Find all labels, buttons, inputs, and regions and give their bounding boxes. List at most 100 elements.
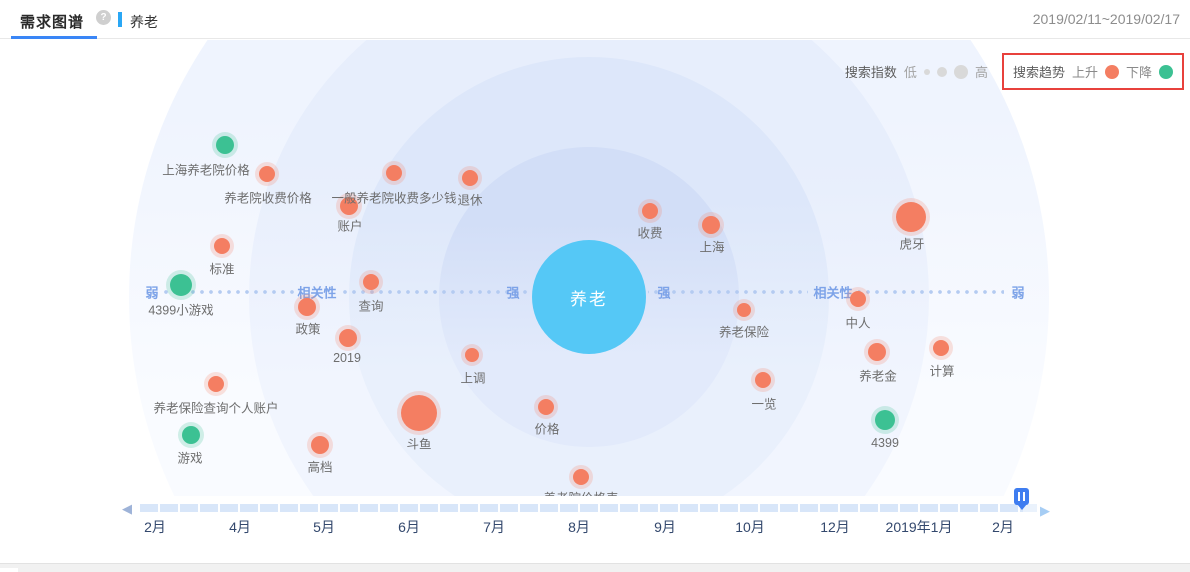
bottom-left-notch: [0, 568, 18, 572]
keyword-bubble[interactable]: [933, 340, 949, 356]
high-label: 高: [974, 65, 988, 80]
timeline-month-label: 4月: [229, 519, 251, 535]
keyword-label: 养老保险查询个人账户: [153, 401, 279, 416]
trend-down-label: 下降: [1125, 65, 1152, 80]
keyword-label: 高档: [307, 460, 333, 475]
timeline-month-label: 2019年1月: [885, 519, 953, 535]
keyword-label: 一般养老院收费多少钱: [331, 191, 457, 206]
keyword-bubble[interactable]: [538, 399, 554, 415]
relevance-axis-dots: [340, 289, 530, 295]
keyword-label: 上海: [699, 240, 725, 255]
keyword-bubble[interactable]: [339, 329, 357, 347]
keyword-bubble[interactable]: [182, 426, 200, 444]
keyword-tab[interactable]: 养老: [130, 14, 158, 30]
timeline-slider: ◀ ▶ 2月 4月 5月 6月 7月 8月 9月 10月 12月 2019年1月 2月: [0, 484, 1190, 540]
keyword-bubble[interactable]: [896, 202, 926, 232]
help-icon[interactable]: ?: [96, 10, 111, 25]
keyword-bubble[interactable]: [259, 166, 275, 182]
keyword-bubble[interactable]: [737, 303, 751, 317]
search-index-legend: 搜索指数 低 高: [845, 62, 988, 81]
keyword-bubble[interactable]: [755, 372, 771, 388]
date-range: 2019/02/11~2019/02/17: [1032, 11, 1180, 27]
trend-down-dot-icon: [1159, 64, 1173, 79]
keyword-label: 计算: [929, 364, 955, 379]
keyword-label: 上调: [460, 371, 486, 386]
timeline-handle[interactable]: [1014, 488, 1029, 510]
keyword-label: 斗鱼: [406, 437, 432, 452]
legend-row: 搜索指数 低 高 搜索趋势 上升 下降: [845, 53, 1184, 90]
keyword-bubble[interactable]: [401, 395, 437, 431]
keyword-tab-marker: [118, 12, 122, 27]
demand-bubble-chart: 养老 弱 相关性 强 强 相关性 弱 上海养老院价格 养老院收费价格 一般养老院收费多少钱 退休账…: [0, 40, 1190, 496]
keyword-label: 虎牙: [899, 237, 925, 252]
timeline-handle-tail: [1016, 504, 1027, 510]
keyword-label: 价格: [534, 422, 560, 437]
timeline-track-remainder: [1023, 504, 1037, 512]
timeline-track[interactable]: [140, 504, 1037, 512]
keyword-label: 上海养老院价格: [162, 163, 250, 178]
size-dot-medium-icon: [936, 66, 947, 77]
keyword-label: 养老金: [859, 369, 897, 384]
keyword-label: 中人: [845, 316, 871, 331]
keyword-label: 一览: [751, 397, 777, 412]
size-dot-large-icon: [953, 64, 968, 79]
timeline-month-label: 6月: [398, 519, 420, 535]
keyword-bubble[interactable]: [702, 216, 720, 234]
timeline-month-label: 9月: [654, 519, 676, 535]
keyword-label: 4399: [871, 436, 899, 450]
center-keyword-bubble: 养老: [532, 240, 646, 354]
timeline-next-icon[interactable]: ▶: [1040, 503, 1050, 518]
keyword-bubble[interactable]: [465, 348, 479, 362]
active-tab-underline: [11, 36, 97, 39]
keyword-label: 退休: [457, 193, 483, 208]
timeline-prev-icon[interactable]: ◀: [122, 501, 132, 516]
keyword-bubble[interactable]: [208, 376, 224, 392]
timeline-month-label: 8月: [568, 519, 590, 535]
keyword-bubble[interactable]: [868, 343, 886, 361]
keyword-bubble[interactable]: [216, 136, 234, 154]
keyword-bubble[interactable]: [462, 170, 478, 186]
keyword-bubble[interactable]: [573, 469, 589, 485]
keyword-bubble[interactable]: [170, 274, 192, 296]
keyword-bubble[interactable]: [875, 410, 895, 430]
relevance-axis-label: 弱: [1011, 285, 1025, 301]
keyword-bubble[interactable]: [311, 436, 329, 454]
trend-up-label: 上升: [1071, 65, 1098, 80]
relevance-axis-dots: [160, 289, 298, 295]
relevance-axis-dots: [858, 289, 1004, 295]
timeline-month-label: 2月: [144, 519, 166, 535]
keyword-bubble[interactable]: [363, 274, 379, 290]
keyword-label: 养老院价格表: [543, 488, 618, 497]
keyword-label: 游戏: [177, 451, 203, 466]
timeline-month-label: 10月: [735, 519, 765, 535]
keyword-label: 政策: [295, 322, 321, 337]
keyword-bubble[interactable]: [298, 298, 316, 316]
keyword-bubble[interactable]: [642, 203, 658, 219]
relevance-axis-label: 弱: [145, 285, 159, 301]
relevance-axis-label: 强: [506, 285, 520, 301]
trend-up-dot-icon: [1104, 64, 1119, 79]
keyword-label: 查询: [358, 299, 384, 314]
keyword-label: 养老保险: [718, 325, 770, 340]
keyword-bubble[interactable]: [340, 197, 358, 215]
search-index-label: 搜索指数: [844, 65, 897, 80]
relevance-axis-label: 相关性: [297, 285, 337, 301]
relevance-axis-label: 相关性: [813, 285, 853, 301]
keyword-label: 4399小游戏: [148, 303, 214, 318]
page-title: 需求图谱: [20, 14, 85, 31]
keyword-label: 账户: [337, 219, 363, 234]
keyword-label: 标准: [209, 262, 235, 277]
relevance-axis-dots: [648, 289, 808, 295]
keyword-bubble[interactable]: [386, 165, 402, 181]
low-label: 低: [903, 65, 917, 80]
relevance-axis-label: 强: [657, 285, 671, 301]
timeline-month-label: 7月: [483, 519, 505, 535]
search-trend-legend-annotated: 搜索趋势 上升 下降: [1001, 53, 1184, 90]
search-trend-label: 搜索趋势: [1012, 65, 1065, 80]
center-keyword-label: 养老: [570, 289, 608, 309]
keyword-bubble[interactable]: [850, 291, 866, 307]
header-bar: 需求图谱 ? 养老 2019/02/11~2019/02/17: [0, 0, 1190, 39]
keyword-bubble[interactable]: [214, 238, 230, 254]
keyword-label: 收费: [637, 226, 663, 241]
